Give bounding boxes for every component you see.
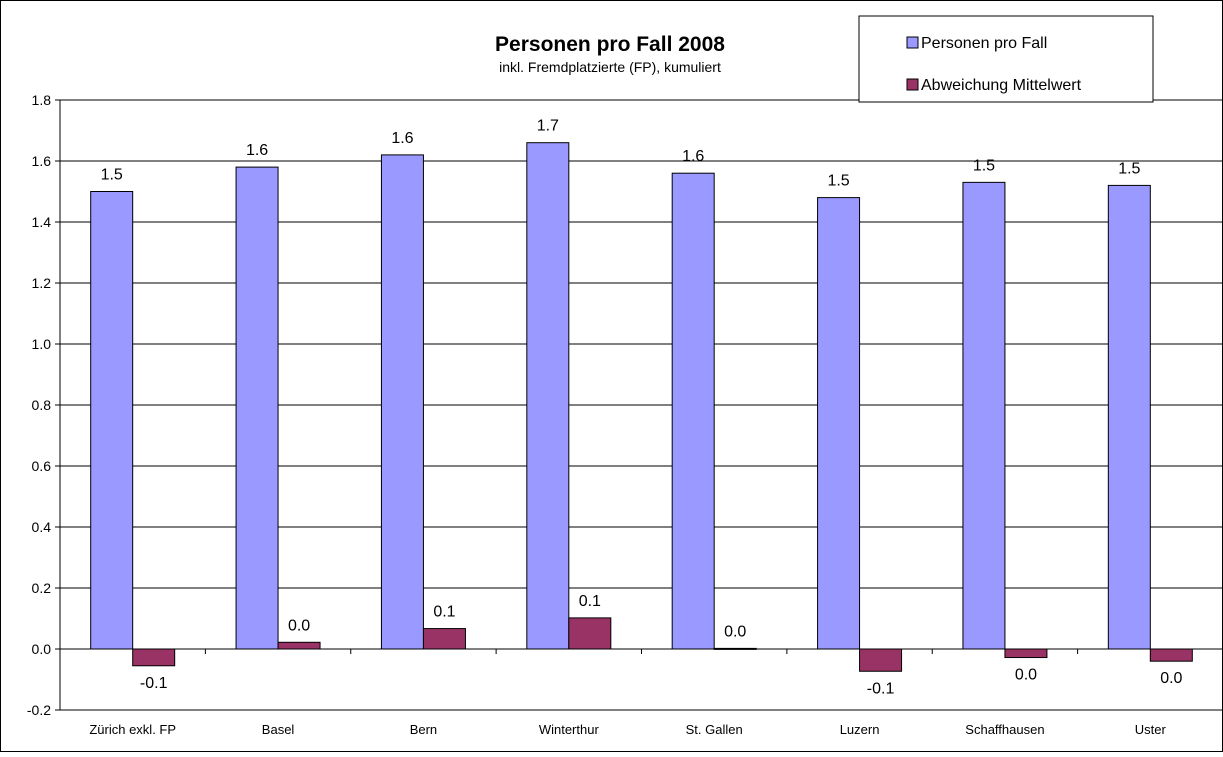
- data-label: 0.0: [288, 617, 310, 634]
- x-category-label: St. Gallen: [686, 722, 743, 737]
- legend: Personen pro Fall Abweichung Mittelwert: [858, 15, 1154, 103]
- x-category-label: Basel: [262, 722, 295, 737]
- bar-personen-pro-fall: [526, 142, 570, 650]
- data-label: 1.6: [246, 142, 268, 159]
- bar-abweichung-mittelwert: [422, 628, 466, 650]
- y-tick-label: 0.0: [32, 641, 52, 657]
- chart-title: Personen pro Fall 2008: [495, 33, 725, 56]
- y-tick-label: 0.8: [32, 397, 52, 413]
- tick-labels: -0.2 0.0 0.2 0.4 0.6 0.8 1.0 1.2 1.4 1.6 1.8 Zürich…: [27, 92, 1167, 737]
- data-label: 0.1: [433, 604, 455, 621]
- data-label: 1.5: [101, 167, 123, 184]
- y-tick-label: 1.4: [32, 214, 52, 230]
- data-label: 0.0: [724, 623, 746, 640]
- data-label: 1.5: [827, 173, 849, 190]
- data-label: 0.0: [1160, 670, 1182, 687]
- x-category-label: Bern: [410, 722, 437, 737]
- bar-personen-pro-fall: [380, 154, 424, 650]
- legend-swatch-personen: [906, 36, 919, 49]
- y-tick-label: 1.2: [32, 275, 52, 291]
- data-label: -0.1: [140, 675, 168, 692]
- bar-abweichung-mittelwert: [1004, 648, 1048, 659]
- bar-abweichung-mittelwert: [132, 648, 176, 667]
- legend-label-personen: Personen pro Fall: [921, 35, 1047, 52]
- data-labels: 1.5 -0.1 1.6 0.0 1.6 0.1 1.7 0.1 1.6 0.0 1.5 -0.1 1.…: [101, 118, 1183, 698]
- data-label: 0.0: [1015, 667, 1037, 684]
- chart-subtitle: inkl. Fremdplatzierte (FP), kumuliert: [499, 59, 721, 75]
- bar-abweichung-mittelwert: [568, 617, 612, 650]
- x-category-label: Schaffhausen: [965, 722, 1044, 737]
- bar-abweichung-mittelwert: [1149, 648, 1193, 662]
- bars: [90, 142, 1193, 672]
- bar-personen-pro-fall: [1107, 184, 1151, 650]
- y-tick-label: 0.6: [32, 458, 52, 474]
- bar-personen-pro-fall: [671, 172, 715, 650]
- bar-personen-pro-fall: [235, 166, 279, 650]
- bar-personen-pro-fall: [817, 197, 861, 650]
- legend-swatch-abweichung: [906, 78, 919, 91]
- bar-personen-pro-fall: [962, 181, 1006, 650]
- y-tick-label: 1.6: [32, 153, 52, 169]
- x-category-label: Uster: [1135, 722, 1167, 737]
- data-label: -0.1: [867, 680, 895, 697]
- y-tick-label: 0.4: [32, 519, 52, 535]
- y-tick-label: 1.0: [32, 336, 52, 352]
- x-category-label: Winterthur: [539, 722, 600, 737]
- bar-personen-pro-fall: [90, 191, 134, 650]
- y-tick-label: 0.2: [32, 580, 52, 596]
- data-label: 1.6: [391, 130, 413, 147]
- bar-abweichung-mittelwert: [277, 641, 321, 650]
- x-category-label: Zürich exkl. FP: [89, 722, 176, 737]
- data-label: 1.7: [537, 118, 559, 135]
- x-category-label: Luzern: [840, 722, 880, 737]
- axes: [55, 99, 1223, 711]
- y-tick-label: -0.2: [27, 702, 51, 718]
- bar-abweichung-mittelwert: [859, 648, 903, 672]
- data-label: 1.5: [973, 157, 995, 174]
- data-label: 1.5: [1118, 160, 1140, 177]
- legend-label-abweichung: Abweichung Mittelwert: [921, 77, 1082, 94]
- data-label: 1.6: [682, 148, 704, 165]
- y-tick-label: 1.8: [32, 92, 52, 108]
- data-label: 0.1: [579, 593, 601, 610]
